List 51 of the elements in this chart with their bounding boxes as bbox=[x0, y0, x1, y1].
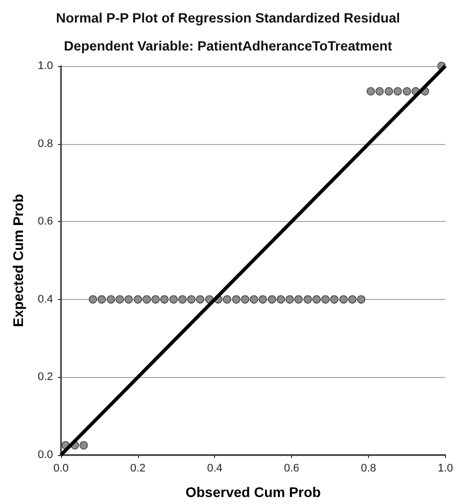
point bbox=[134, 295, 142, 304]
x-tick-label: 0.2 bbox=[130, 462, 146, 474]
point bbox=[116, 295, 124, 304]
y-tick-label: 1.0 bbox=[38, 60, 53, 72]
point bbox=[232, 295, 240, 304]
chart-subtitle: Dependent Variable: PatientAdheranceToTreatment bbox=[64, 38, 393, 54]
point bbox=[375, 87, 384, 96]
point bbox=[222, 295, 232, 304]
point bbox=[330, 295, 338, 304]
point bbox=[106, 295, 116, 304]
point bbox=[258, 295, 267, 304]
point bbox=[366, 87, 375, 96]
y-tick-label: 0.4 bbox=[38, 293, 53, 306]
x-axis-title: Observed Cum Prob bbox=[185, 484, 321, 500]
y-tick-label: 0.8 bbox=[38, 138, 53, 150]
y-tick-label: 0.2 bbox=[38, 371, 53, 384]
x-tick-label: 1.0 bbox=[438, 462, 454, 474]
chart-title: Normal P-P Plot of Regression Standardized Residual bbox=[56, 10, 400, 26]
point bbox=[142, 295, 151, 304]
point bbox=[250, 295, 258, 304]
point bbox=[321, 295, 330, 304]
point bbox=[268, 295, 276, 304]
point bbox=[304, 295, 312, 304]
x-tick-label: 0.0 bbox=[53, 462, 69, 474]
point bbox=[402, 87, 412, 96]
point bbox=[169, 295, 178, 304]
y-tick-label: 0.6 bbox=[38, 216, 53, 228]
point bbox=[384, 87, 394, 96]
point bbox=[80, 441, 88, 450]
point bbox=[357, 295, 366, 304]
point bbox=[178, 295, 187, 304]
y-tick-label: 0.0 bbox=[38, 449, 53, 461]
point bbox=[187, 295, 196, 304]
point bbox=[124, 295, 133, 304]
point bbox=[294, 295, 303, 304]
point bbox=[339, 295, 348, 304]
x-tick-label: 0.6 bbox=[284, 462, 300, 474]
point bbox=[312, 295, 321, 304]
point bbox=[348, 295, 356, 304]
point bbox=[98, 295, 106, 304]
point bbox=[196, 295, 204, 304]
x-tick-label: 0.4 bbox=[207, 462, 222, 474]
y-axis-title: Expected Cum Prob bbox=[10, 194, 26, 328]
point bbox=[240, 295, 250, 304]
point bbox=[160, 295, 169, 304]
x-tick-label: 0.8 bbox=[360, 462, 376, 474]
point bbox=[276, 295, 285, 304]
point bbox=[286, 295, 294, 304]
point bbox=[151, 295, 160, 304]
point bbox=[394, 87, 402, 96]
point bbox=[88, 295, 98, 304]
